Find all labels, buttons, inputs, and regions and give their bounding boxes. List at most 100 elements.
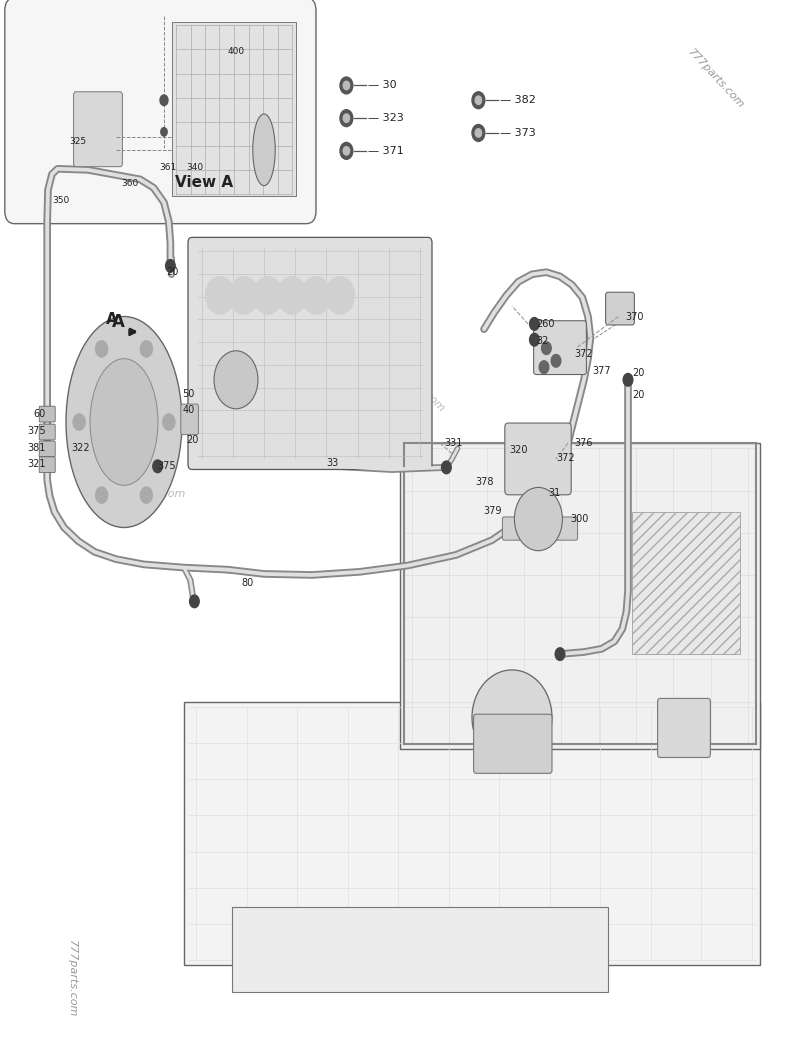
FancyBboxPatch shape: [181, 404, 198, 435]
Text: 31: 31: [548, 487, 560, 498]
Text: 375: 375: [27, 426, 46, 437]
Circle shape: [254, 276, 282, 314]
Circle shape: [95, 341, 108, 358]
Circle shape: [551, 354, 561, 367]
Text: 321: 321: [27, 459, 46, 469]
FancyBboxPatch shape: [632, 512, 740, 654]
Circle shape: [326, 276, 354, 314]
Text: 60: 60: [34, 408, 46, 419]
Text: 400: 400: [228, 47, 245, 56]
FancyBboxPatch shape: [5, 0, 316, 224]
Circle shape: [278, 276, 306, 314]
Text: 376: 376: [574, 438, 593, 448]
Text: 50: 50: [182, 388, 194, 399]
FancyBboxPatch shape: [39, 457, 55, 473]
Ellipse shape: [90, 359, 158, 485]
Text: 260: 260: [536, 319, 554, 329]
Text: 350: 350: [52, 196, 70, 205]
Circle shape: [73, 414, 86, 430]
Text: 20: 20: [166, 267, 178, 277]
Text: 361: 361: [159, 164, 177, 172]
FancyBboxPatch shape: [39, 406, 55, 422]
Circle shape: [153, 460, 162, 473]
Text: 377: 377: [592, 366, 610, 377]
FancyBboxPatch shape: [505, 423, 571, 495]
Text: 370: 370: [626, 311, 644, 322]
Text: 375: 375: [158, 461, 176, 472]
Text: 360: 360: [122, 179, 139, 188]
Circle shape: [42, 425, 52, 438]
Text: 300: 300: [570, 514, 589, 524]
Circle shape: [340, 110, 353, 127]
Text: 340: 340: [186, 164, 203, 172]
Text: 372: 372: [574, 349, 593, 360]
FancyBboxPatch shape: [188, 237, 432, 469]
Text: View A: View A: [175, 175, 233, 190]
Text: 40: 40: [182, 405, 194, 416]
Text: 331: 331: [444, 438, 462, 448]
Circle shape: [162, 414, 175, 430]
Circle shape: [161, 128, 167, 136]
Text: 325: 325: [70, 137, 86, 146]
Circle shape: [475, 129, 482, 137]
Circle shape: [42, 441, 52, 454]
Circle shape: [95, 486, 108, 503]
Text: 32: 32: [536, 335, 548, 346]
Circle shape: [442, 461, 451, 474]
Circle shape: [42, 458, 52, 471]
Circle shape: [343, 81, 350, 90]
Circle shape: [160, 95, 168, 106]
FancyBboxPatch shape: [232, 907, 608, 992]
Circle shape: [140, 486, 153, 503]
Circle shape: [343, 147, 350, 155]
Text: A: A: [112, 312, 125, 331]
Circle shape: [166, 260, 175, 272]
FancyBboxPatch shape: [502, 517, 578, 540]
Ellipse shape: [514, 487, 562, 551]
Circle shape: [542, 342, 551, 354]
FancyBboxPatch shape: [39, 441, 55, 457]
Text: 20: 20: [632, 368, 644, 379]
Text: 80: 80: [242, 578, 254, 589]
Text: 381: 381: [27, 443, 46, 454]
Circle shape: [206, 276, 234, 314]
Ellipse shape: [66, 316, 182, 528]
Text: 379: 379: [483, 505, 502, 516]
FancyBboxPatch shape: [400, 443, 760, 749]
FancyBboxPatch shape: [39, 424, 55, 440]
FancyBboxPatch shape: [74, 92, 122, 167]
FancyBboxPatch shape: [474, 714, 552, 773]
Circle shape: [42, 407, 52, 420]
Text: 777parts.com: 777parts.com: [67, 940, 77, 1018]
Text: — 382: — 382: [500, 95, 536, 106]
Circle shape: [190, 595, 199, 608]
Text: 372: 372: [556, 453, 574, 463]
Circle shape: [530, 333, 539, 346]
Circle shape: [340, 77, 353, 94]
Circle shape: [340, 142, 353, 159]
Text: A: A: [106, 312, 118, 327]
Circle shape: [230, 276, 258, 314]
Circle shape: [530, 318, 539, 330]
Text: 33: 33: [326, 458, 338, 468]
Text: — 371: — 371: [368, 146, 404, 156]
FancyBboxPatch shape: [534, 321, 586, 375]
Text: 320: 320: [510, 445, 528, 456]
Circle shape: [343, 114, 350, 122]
Circle shape: [472, 92, 485, 109]
Ellipse shape: [214, 350, 258, 408]
Circle shape: [539, 361, 549, 373]
Circle shape: [555, 648, 565, 660]
Text: — 373: — 373: [500, 128, 536, 138]
Text: 777parts.com: 777parts.com: [385, 353, 447, 415]
FancyBboxPatch shape: [184, 702, 760, 965]
Circle shape: [472, 124, 485, 141]
FancyBboxPatch shape: [658, 698, 710, 757]
FancyBboxPatch shape: [172, 22, 296, 196]
Circle shape: [623, 373, 633, 386]
Text: 20: 20: [632, 389, 644, 400]
Text: 777parts.com: 777parts.com: [686, 47, 746, 111]
Circle shape: [302, 276, 330, 314]
Text: — 30: — 30: [368, 80, 397, 91]
Text: 777parts.com: 777parts.com: [110, 488, 186, 499]
